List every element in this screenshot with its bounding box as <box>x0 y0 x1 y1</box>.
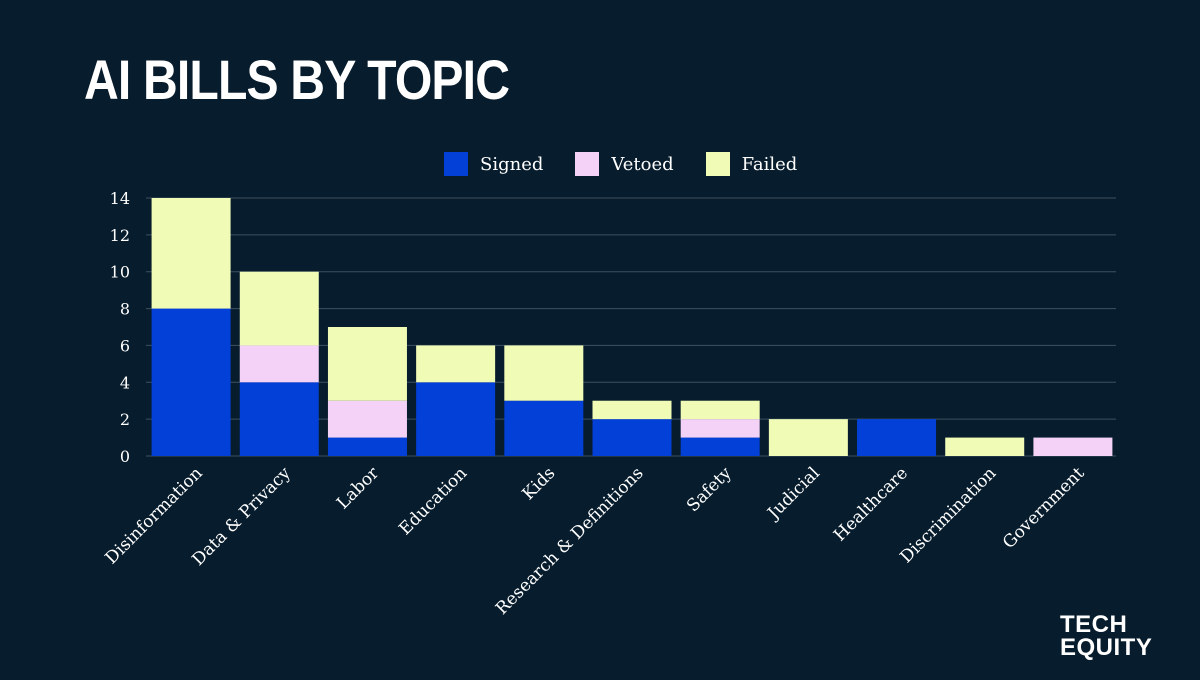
bar-failed-labor <box>327 327 407 401</box>
bar-signed-kids <box>504 400 584 456</box>
bar-failed-education <box>416 345 496 383</box>
x-tick-label: Healthcare <box>830 463 912 545</box>
x-tick-label: Kids <box>519 463 560 504</box>
bar-signed-labor <box>327 437 407 456</box>
x-tick-label: Judicial <box>763 463 824 524</box>
bars <box>151 198 1113 456</box>
y-tick-label: 14 <box>110 189 130 208</box>
bar-signed-healthcare <box>857 419 937 456</box>
y-tick-label: 10 <box>110 263 130 282</box>
legend-label-signed: Signed <box>480 153 544 175</box>
legend-item-signed: Signed <box>444 152 543 176</box>
x-tick-label: Discrimination <box>896 463 1000 567</box>
bar-signed-research-definitions <box>592 419 672 456</box>
legend-swatch-failed <box>705 152 730 176</box>
bar-failed-kids <box>504 345 584 401</box>
bar-signed-data-privacy <box>239 382 319 456</box>
y-tick-label: 2 <box>120 410 130 429</box>
bar-vetoed-data-privacy <box>239 345 319 383</box>
bar-failed-data-privacy <box>239 271 319 346</box>
bar-vetoed-government <box>1033 437 1113 456</box>
legend-label-failed: Failed <box>741 153 798 175</box>
legend-swatch-signed <box>444 152 468 176</box>
y-tick-label: 0 <box>120 447 130 466</box>
x-tick-label: Labor <box>333 463 384 514</box>
bar-failed-safety <box>680 400 760 420</box>
y-tick-label: 6 <box>120 336 130 355</box>
logo-text-equity: EQUITY <box>1060 633 1153 661</box>
bar-failed-judicial <box>768 419 848 456</box>
bar-vetoed-labor <box>327 400 407 438</box>
legend-swatch-vetoed <box>575 152 600 176</box>
y-tick-label: 8 <box>120 300 130 319</box>
bar-signed-safety <box>680 437 760 456</box>
x-tick-label: Government <box>999 463 1089 553</box>
x-tick-label: Safety <box>683 463 736 516</box>
bar-signed-education <box>416 382 496 456</box>
y-axis-ticks: 0 2 4 6 8 10 12 14 <box>110 189 130 466</box>
bar-vetoed-safety <box>680 419 760 438</box>
chart-legend: Signed Vetoed Failed <box>444 152 797 176</box>
bar-failed-discrimination <box>945 437 1025 456</box>
bar-signed-disinformation <box>151 308 231 456</box>
y-tick-label: 12 <box>110 226 130 245</box>
page-title: AI BILLS BY TOPIC <box>84 48 510 111</box>
x-tick-label: Education <box>395 463 471 539</box>
y-tick-label: 4 <box>120 373 130 392</box>
logo-text-tech: TECH <box>1060 611 1128 638</box>
legend-item-failed: Failed <box>705 152 798 176</box>
x-tick-label: Research & Definitions <box>492 463 648 619</box>
legend-label-vetoed: Vetoed <box>611 153 674 175</box>
legend-item-vetoed: Vetoed <box>575 152 674 176</box>
techequity-logo: TECH EQUITY <box>1060 611 1153 661</box>
bar-failed-research-definitions <box>592 400 672 420</box>
bar-failed-disinformation <box>151 198 231 309</box>
